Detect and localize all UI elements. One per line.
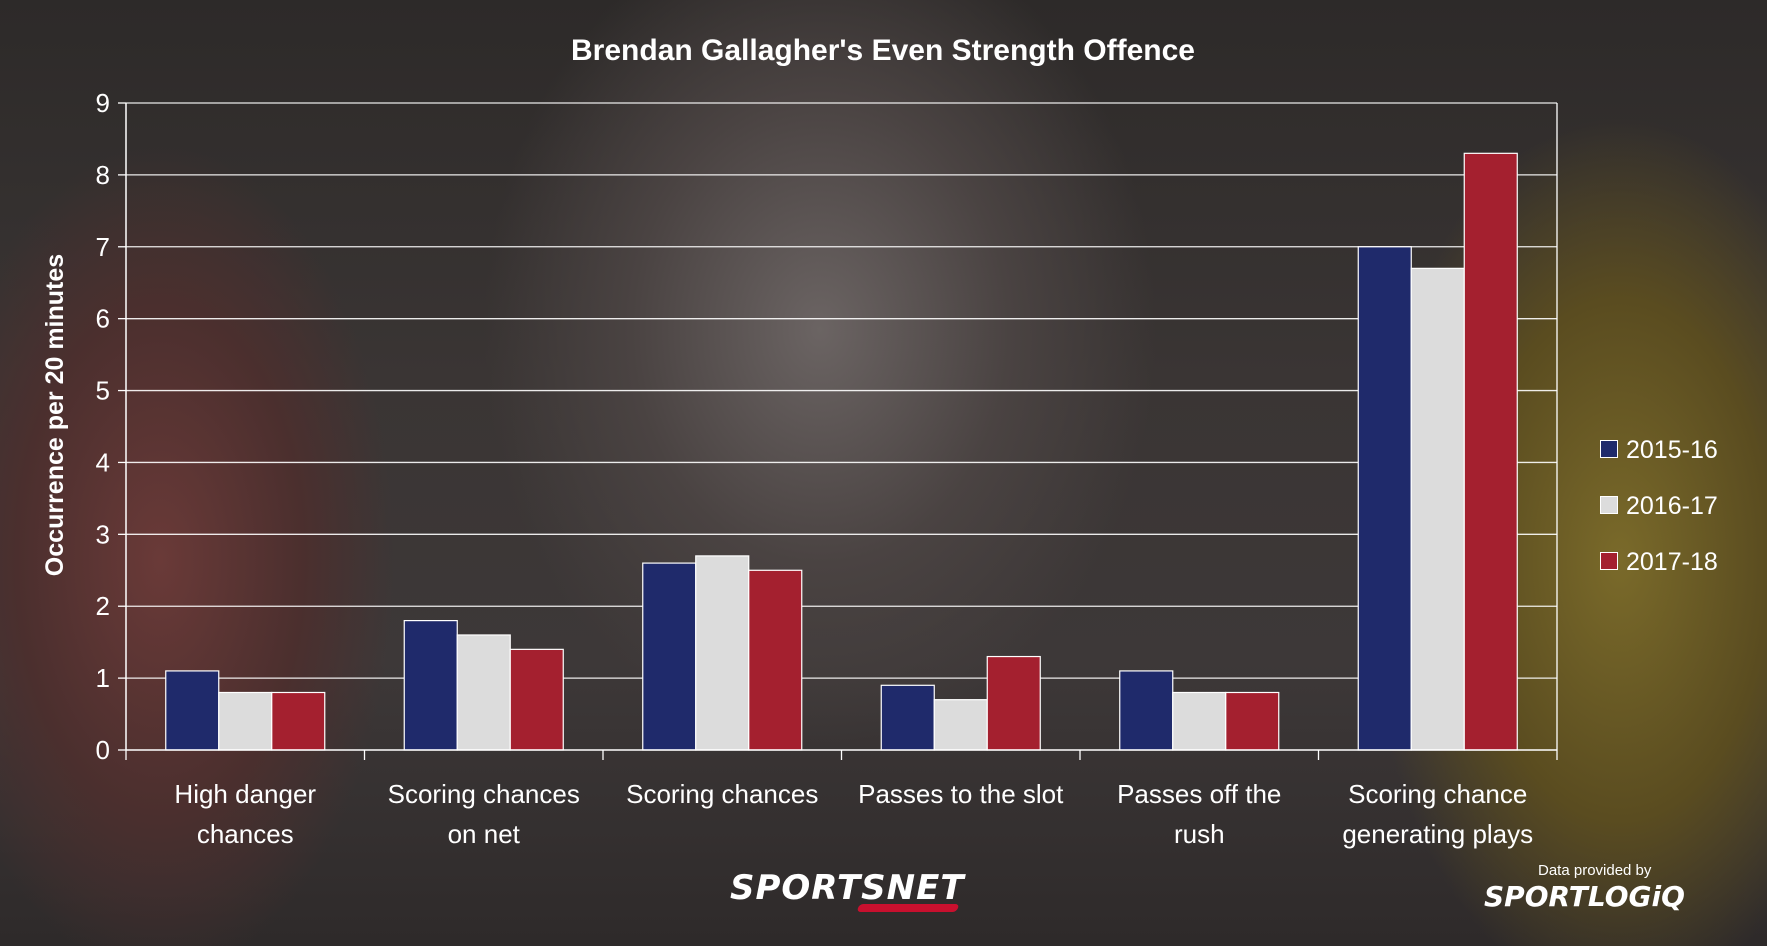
- bar: [1172, 691, 1227, 751]
- bar: [695, 555, 750, 751]
- legend-label: 2015-16: [1626, 436, 1718, 464]
- y-axis-label: Occurrence per 20 minutes: [41, 254, 69, 576]
- y-tick-label: 1: [96, 663, 110, 693]
- legend: 2015-16 2016-17 2017-18: [1598, 436, 1758, 604]
- y-tick-label: 8: [96, 160, 110, 190]
- y-tick-label: 5: [96, 376, 110, 406]
- bar: [218, 691, 273, 751]
- x-tick-label: Passes off the rush: [1117, 779, 1281, 849]
- sportsnet-logo: SPORTSNET: [730, 868, 965, 908]
- y-tick-label: 9: [96, 88, 110, 118]
- legend-swatch: [1600, 440, 1618, 458]
- gridlines: [126, 102, 1558, 750]
- x-tick-label: Scoring chances: [626, 779, 818, 809]
- x-tick-label: Passes to the slot: [858, 779, 1064, 809]
- y-tick-label: 3: [96, 519, 110, 549]
- bar: [748, 569, 803, 751]
- chart-title: Brendan Gallagher's Even Strength Offenc…: [571, 34, 1195, 67]
- y-tick-label: 7: [96, 232, 110, 262]
- legend-swatch: [1600, 552, 1618, 570]
- labels: 0 1 2 3 4 5 6 7 8 9 High danger chances Scoring chan…: [96, 88, 1534, 849]
- bar: [1119, 670, 1174, 751]
- bar: [1410, 267, 1465, 751]
- bar: [271, 691, 326, 751]
- data-provided-by-text: Data provided by: [1538, 862, 1652, 879]
- legend-item: 2016-17: [1598, 492, 1758, 548]
- sportlogiq-logo: SPORTLOGiQ: [1484, 880, 1685, 913]
- y-tick-label: 6: [96, 304, 110, 334]
- bars: [165, 152, 1518, 751]
- legend-item: 2015-16: [1598, 436, 1758, 492]
- bar: [880, 684, 935, 751]
- x-tick-label: High danger chances: [174, 779, 316, 849]
- x-tick-label: Scoring chances on net: [388, 779, 580, 849]
- bar: [165, 670, 220, 751]
- legend-label: 2016-17: [1626, 492, 1718, 520]
- x-tick-label: Scoring chance generating plays: [1342, 779, 1533, 849]
- bar: [1225, 691, 1280, 751]
- bar: [986, 655, 1041, 751]
- bar: [456, 634, 511, 751]
- legend-item: 2017-18: [1598, 548, 1758, 604]
- y-tick-label: 2: [96, 591, 110, 621]
- bar: [933, 699, 988, 751]
- legend-label: 2017-18: [1626, 548, 1718, 576]
- bar: [642, 562, 697, 751]
- y-tick-label: 4: [96, 447, 110, 477]
- bar: [403, 619, 458, 751]
- bar: [1357, 246, 1412, 751]
- sportsnet-swoosh: [856, 904, 960, 912]
- y-tick-label: 0: [96, 735, 110, 765]
- bar: [509, 648, 564, 751]
- legend-swatch: [1600, 496, 1618, 514]
- axes: [118, 102, 1558, 760]
- bar: [1463, 152, 1518, 751]
- sportsnet-logo-suffix: NET: [886, 868, 965, 908]
- sportsnet-logo-main: SPORTS: [730, 868, 887, 908]
